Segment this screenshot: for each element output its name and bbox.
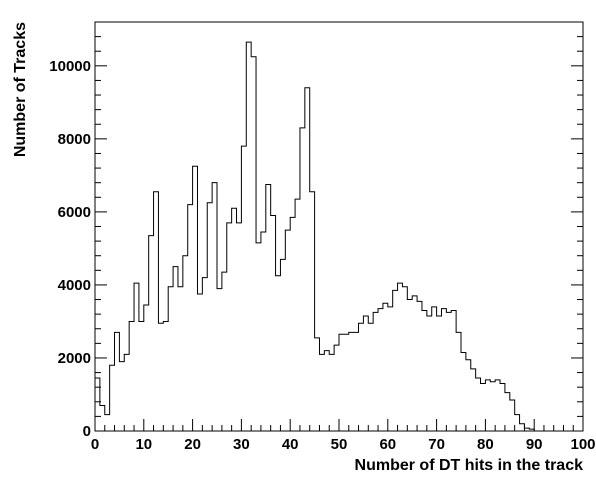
x-tick-label: 80	[477, 436, 494, 453]
x-tick-label: 50	[331, 436, 348, 453]
y-tick-label: 6000	[58, 204, 91, 221]
x-tick-label: 20	[184, 436, 201, 453]
y-tick-label: 2000	[58, 350, 91, 367]
x-tick-label: 100	[570, 436, 595, 453]
x-axis-tick-labels: 0 10 20 30 40 50 60 70 80 90 100	[91, 436, 596, 453]
x-tick-label: 40	[282, 436, 299, 453]
x-tick-label: 90	[526, 436, 543, 453]
x-axis-title: Number of DT hits in the track	[355, 457, 584, 474]
y-axis-ticks	[95, 21, 583, 432]
y-tick-label: 4000	[58, 277, 91, 294]
y-tick-label: 10000	[49, 58, 91, 75]
histogram-series-line	[94, 41, 583, 432]
y-tick-label: 8000	[58, 131, 91, 148]
plot-frame	[94, 21, 584, 432]
x-tick-label: 0	[91, 436, 99, 453]
y-axis-tick-labels: 0 2000 4000 6000 8000 10000	[49, 58, 91, 440]
x-tick-label: 70	[428, 436, 445, 453]
y-tick-label: 0	[83, 423, 91, 440]
x-tick-label: 60	[379, 436, 396, 453]
y-axis-title: Number of Tracks	[12, 22, 29, 157]
x-tick-label: 10	[135, 436, 152, 453]
x-axis-ticks	[94, 419, 584, 431]
x-tick-label: 30	[233, 436, 250, 453]
